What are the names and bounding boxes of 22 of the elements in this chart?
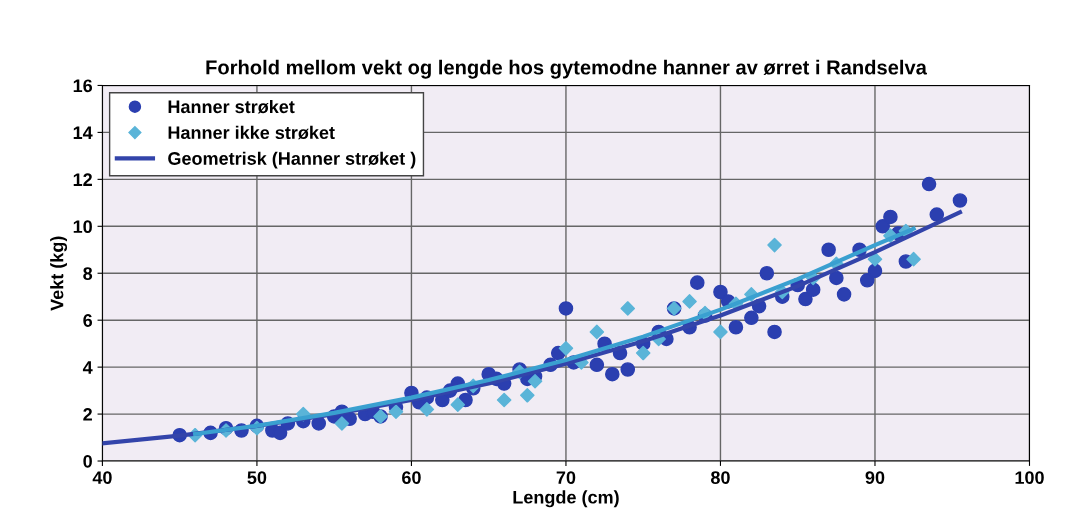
x-tick-label: 100 xyxy=(1015,471,1044,484)
x-tick-label: 40 xyxy=(92,471,112,484)
y-tick-label: 4 xyxy=(82,361,93,374)
y-tick-label: 16 xyxy=(73,79,93,93)
y-tick-label: 0 xyxy=(83,454,92,468)
y-axis-title: Vekt (kg) xyxy=(50,236,68,311)
y-tick-label: 8 xyxy=(83,267,93,280)
x-tick-label: 80 xyxy=(711,471,730,484)
x-tick-label: 90 xyxy=(865,471,885,484)
x-tick-label: 70 xyxy=(556,471,576,484)
y-tick-label: 12 xyxy=(73,173,92,186)
x-tick-label: 60 xyxy=(402,471,421,484)
legend-label: Geometrisk (Hanner strøket ) xyxy=(168,151,416,169)
x-axis-title: Lengde (cm) xyxy=(513,490,619,508)
legend-label: Hanner ikke strøket xyxy=(168,125,335,140)
y-tick-label: 2 xyxy=(83,408,92,421)
chart-title: Forhold mellom vekt og lengde hos gytemodne hanner av ørret i Randselva xyxy=(206,59,927,79)
legend-label: Hanner strøket xyxy=(168,99,295,114)
x-tick-label: 50 xyxy=(247,471,267,484)
y-tick-label: 6 xyxy=(83,314,93,327)
y-tick-label: 14 xyxy=(73,126,93,139)
y-tick-label: 10 xyxy=(73,220,92,234)
